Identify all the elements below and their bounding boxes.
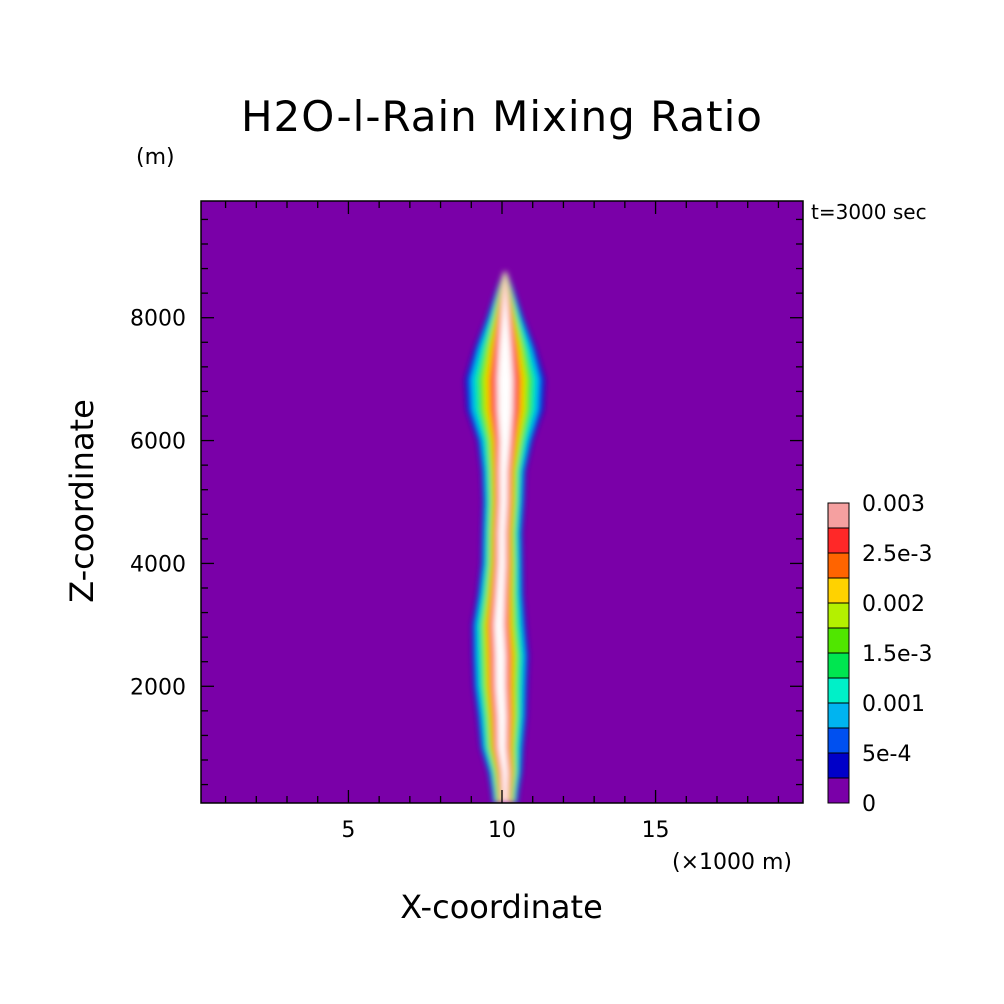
y-tick-label: 2000 [130,675,186,700]
colorbar-swatch [827,602,850,629]
colorbar-swatch [827,652,850,679]
y-tick-label: 6000 [130,430,186,455]
colorbar-swatch [827,502,850,529]
x-tick-label: 15 [642,818,670,843]
x-tick-label: 10 [488,818,516,843]
chart-title: H2O-l-Rain Mixing Ratio [240,92,764,141]
colorbar-swatch [827,777,850,804]
axis-ticks [201,201,803,803]
x-axis-label: X-coordinate [400,888,603,926]
colorbar-label: 5e-4 [862,742,911,767]
colorbar-swatch [827,702,850,729]
colorbar-label: 1.5e-3 [862,642,932,667]
colorbar-label: 0 [862,792,876,817]
y-axis-label: Z-coordinate [63,399,101,603]
colorbar-swatch [827,677,850,704]
colorbar-swatch [827,727,850,754]
colorbar-swatch [827,527,850,554]
colorbar-label: 0.003 [862,492,925,517]
x-tick-label: 5 [341,818,355,843]
colorbar-swatch [827,552,850,579]
y-tick-label: 8000 [130,307,186,332]
colorbar-label: 0.001 [862,692,925,717]
axis-tick-labels: 5 10 15 2000 4000 6000 8000 [130,307,670,843]
y-axis-unit: (m) [136,145,175,170]
colorbar: 0.003 2.5e-3 0.002 1.5e-3 0.001 5e-4 0 [827,492,932,817]
colorbar-label: 2.5e-3 [862,542,932,567]
x-axis-unit: (×1000 m) [672,850,793,875]
colorbar-swatch [827,627,850,654]
colorbar-swatch [827,577,850,604]
colorbar-swatch [827,752,850,779]
colorbar-label: 0.002 [862,592,925,617]
contour-level-12 [494,271,513,803]
time-annotation: t=3000 sec [811,200,927,224]
y-tick-label: 4000 [130,552,186,577]
plume-contours [465,271,545,803]
